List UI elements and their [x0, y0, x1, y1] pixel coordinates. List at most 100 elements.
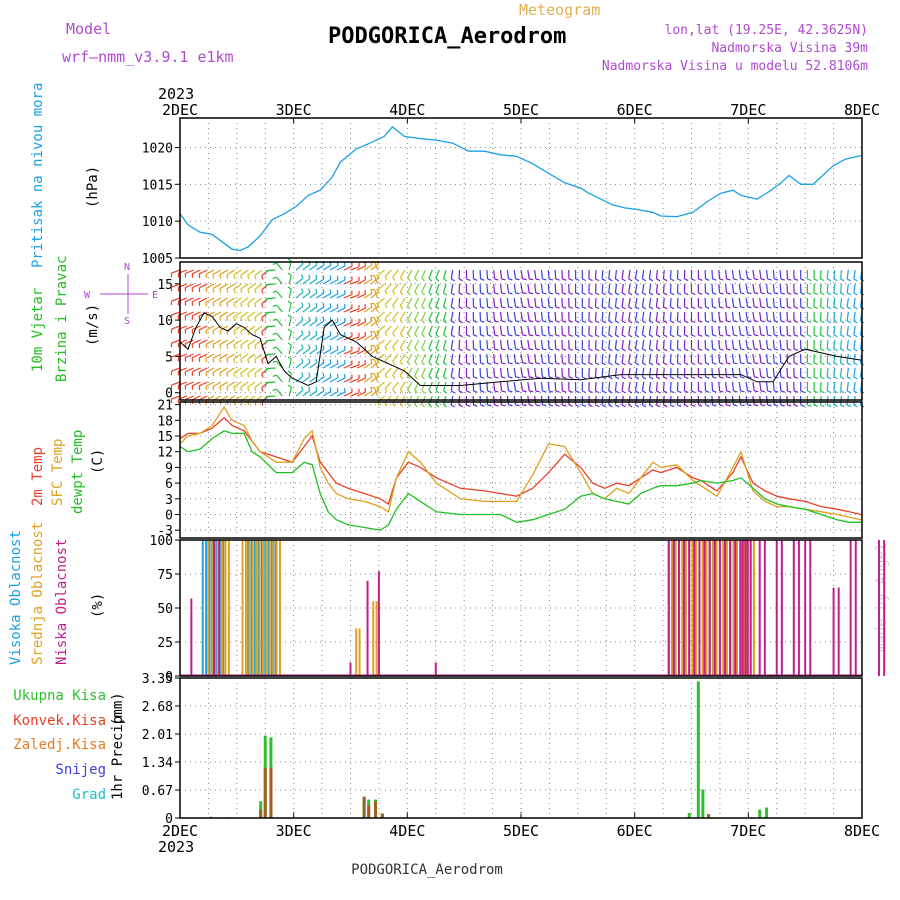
- wind-barb: [554, 339, 557, 350]
- wind-barb-feather: [656, 292, 661, 296]
- wind-barb: [450, 353, 454, 363]
- wind-barb-feather: [840, 362, 845, 366]
- wind-barb: [428, 381, 433, 391]
- wind-barb-feather: [853, 292, 858, 296]
- wind-barb: [171, 395, 181, 400]
- wind-barb-feather: [336, 387, 339, 392]
- wind-barb-feather: [384, 402, 388, 407]
- wind-barb: [718, 339, 721, 350]
- wind-barb: [392, 339, 399, 348]
- wind-barb: [370, 347, 379, 355]
- wind-barb: [276, 318, 283, 327]
- wind-barb: [534, 353, 537, 364]
- wind-barb-feather: [226, 358, 229, 363]
- wind-barb: [641, 353, 645, 363]
- wind-barb-feather: [820, 278, 825, 282]
- wind-barb: [634, 283, 638, 293]
- wind-barb: [373, 359, 379, 369]
- wind-barb: [718, 325, 721, 336]
- time-axis-top: 2DEC 3DEC 4DEC 5DEC 6DEC 7DEC 8DEC: [162, 101, 880, 124]
- wind-barb-feather: [719, 390, 724, 393]
- wind-barb-feather: [740, 292, 745, 295]
- wind-barb: [247, 269, 256, 276]
- wind-barb: [486, 297, 489, 308]
- wind-barb-feather: [719, 362, 724, 365]
- wind-barb-feather: [515, 362, 520, 365]
- wind-barb: [752, 269, 755, 279]
- wind-barb: [752, 325, 755, 335]
- wind-barb-feather: [555, 292, 560, 295]
- wind-barb-feather: [663, 362, 668, 366]
- wind-barb: [240, 297, 249, 304]
- wind-barb-feather: [219, 274, 222, 279]
- wind-barb: [846, 311, 849, 322]
- wind-barb-feather: [800, 334, 805, 337]
- wind-barb: [428, 297, 433, 307]
- wind-barb-feather: [308, 302, 311, 307]
- wind-barb-feather: [494, 334, 499, 337]
- wind-barb: [711, 381, 714, 392]
- wind-barb: [655, 353, 658, 364]
- wind-barb: [833, 367, 836, 378]
- wind-barb-feather: [535, 306, 540, 309]
- wind-barb-feather: [535, 292, 540, 295]
- wind-barb-feather: [813, 292, 818, 296]
- wind-barb: [608, 381, 611, 392]
- wind-barb: [547, 283, 550, 294]
- wind-barb-feather: [322, 345, 325, 350]
- wind-barb: [240, 353, 249, 360]
- wind-barb-feather: [601, 334, 607, 338]
- wind-barb: [377, 339, 385, 347]
- wind-barb: [520, 353, 524, 363]
- wind-barb-feather: [846, 404, 851, 408]
- wind-barb: [212, 367, 222, 373]
- wind-barb: [247, 311, 256, 318]
- precip-panel: 00.671.342.012.683.35: [142, 672, 863, 827]
- wind-barb-feather: [501, 404, 506, 407]
- wind-barb-feather: [443, 376, 448, 380]
- wind-barb-feather: [247, 331, 250, 336]
- wind-barb-feather: [684, 292, 689, 296]
- wind-barb: [621, 353, 624, 363]
- wind-barb-feather: [813, 320, 818, 324]
- wind-barb-feather: [508, 376, 513, 379]
- wind-barb: [373, 373, 379, 383]
- wind-barb-feather: [705, 306, 710, 309]
- wind-barb: [350, 266, 360, 271]
- time-tick-bottom: 6DEC: [617, 822, 653, 840]
- wind-barb-feather: [233, 372, 236, 378]
- wind-barb-feather: [466, 334, 471, 337]
- wind-barb: [614, 283, 618, 294]
- wind-barb-feather: [760, 306, 765, 309]
- wind-barb-feather: [443, 362, 448, 366]
- wind-barb: [759, 381, 762, 391]
- wind-barb-feather: [407, 375, 411, 380]
- wind-barb: [192, 395, 201, 401]
- wind-barb-feather: [740, 376, 745, 379]
- wind-barb: [392, 367, 399, 376]
- wind-barb: [534, 367, 537, 378]
- wind-barb: [554, 325, 557, 336]
- wind-barb: [608, 269, 611, 280]
- wind-barb-feather: [535, 362, 540, 365]
- wind-barb-feather: [575, 306, 580, 309]
- wind-barb-feather: [407, 305, 411, 310]
- wind-barb-feather: [663, 292, 668, 296]
- wind-barb: [226, 367, 235, 374]
- wind-barb-feather: [407, 403, 411, 408]
- wind-barb-feather: [820, 390, 825, 394]
- wind-barb: [458, 325, 461, 336]
- wind-barb-feather: [705, 390, 710, 393]
- wind-barb: [254, 297, 263, 305]
- wind-barb: [266, 297, 276, 300]
- wind-barb: [506, 311, 510, 322]
- wind-barb-feather: [562, 390, 567, 393]
- wind-barb-feather: [827, 334, 832, 338]
- wind-barb: [641, 297, 645, 307]
- wind-barb-feather: [555, 376, 560, 379]
- precip-ytick-label: 2.68: [142, 700, 173, 715]
- wind-barb-feather: [615, 278, 620, 282]
- wind-barb-feather: [301, 274, 304, 279]
- wind-barb: [198, 381, 208, 387]
- wind-barb: [350, 350, 360, 355]
